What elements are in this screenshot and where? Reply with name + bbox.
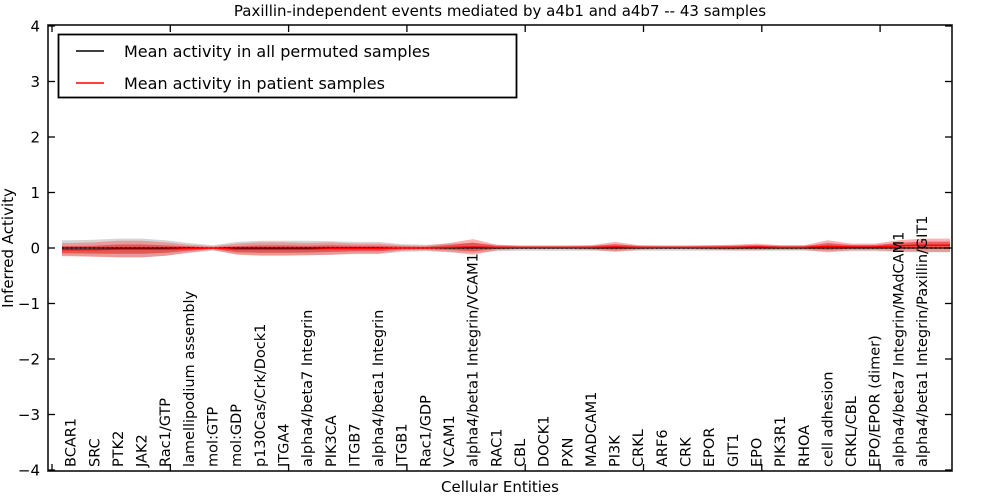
y-tick-label: 4	[30, 18, 40, 36]
y-tick-label: −4	[18, 462, 40, 480]
legend-patient-label: Mean activity in patient samples	[124, 74, 385, 93]
x-category-label: ARF6	[655, 429, 671, 467]
x-category-label: CRK	[679, 437, 695, 467]
x-category-label: PTK2	[111, 431, 127, 467]
x-category-label: cell adhesion	[820, 372, 836, 467]
x-category-label: RHOA	[797, 425, 813, 467]
x-category-label: Rac1/GTP	[158, 398, 174, 467]
x-category-label: EPOR	[702, 428, 718, 467]
x-category-label: EPO	[749, 438, 765, 467]
y-tick-label: −3	[18, 406, 40, 424]
x-category-label: PI3K	[608, 435, 624, 467]
y-tick-label: 0	[30, 240, 40, 258]
x-category-label: SRC	[87, 438, 103, 467]
legend-permuted-label: Mean activity in all permuted samples	[124, 42, 430, 61]
x-category-label: ITGA4	[276, 423, 292, 467]
y-tick-label: 1	[30, 184, 40, 202]
x-category-label: alpha4/beta7 Integrin	[300, 310, 316, 467]
x-category-label: p130Cas/Crk/Dock1	[253, 324, 269, 467]
x-category-label: EPO/EPOR (dimer)	[868, 335, 884, 467]
x-category-label: BCAR1	[64, 418, 80, 467]
x-category-label: ITGB1	[395, 423, 411, 467]
x-category-label: PXN	[560, 437, 576, 467]
x-category-label: JAK2	[135, 434, 151, 468]
legend: Mean activity in all permuted samples Me…	[57, 33, 518, 99]
x-category-label: MADCAM1	[584, 392, 600, 467]
x-category-label: Rac1/GDP	[418, 395, 434, 467]
x-category-label: RAC1	[489, 428, 505, 467]
y-tick-label: −2	[18, 351, 40, 369]
x-category-label: CRKL/CBL	[844, 396, 860, 467]
legend-box	[57, 33, 518, 99]
axis-layer: 4 3 2 1 0 −1 −2 −3 −4 BCAR1 SRC PTK2 JAK2 Rac1/GTP lam…	[18, 18, 952, 480]
data-band-layer	[62, 238, 950, 258]
plot-frame	[47, 24, 953, 472]
x-category-label: VCAM1	[442, 415, 458, 467]
x-axis-label: Cellular Entities	[441, 478, 559, 496]
y-tick-label: 2	[30, 129, 40, 147]
patient-mean-line	[62, 244, 950, 251]
x-category-label: alpha4/beta7 Integrin/MAdCAM1	[891, 232, 907, 467]
x-category-label: lamellipodium assembly	[182, 290, 198, 467]
x-category-label: DOCK1	[537, 416, 553, 467]
x-category-label: PIK3CA	[324, 415, 340, 467]
x-category-label: mol:GDP	[229, 404, 245, 467]
x-category-label: CRKL	[631, 429, 647, 467]
y-tick-label: −1	[18, 295, 40, 313]
x-category-label: alpha4/beta1 Integrin	[371, 310, 387, 467]
x-category-label: GIT1	[726, 433, 742, 467]
x-category-label: PIK3R1	[773, 416, 789, 467]
x-category-label: ITGB7	[347, 423, 363, 467]
x-category-label: mol:GTP	[206, 407, 222, 467]
y-axis-label: Inferred Activity	[0, 188, 17, 308]
x-category-label: alpha4/beta1 Integrin/Paxillin/GIT1	[915, 215, 931, 467]
chart-title: Paxillin-independent events mediated by …	[234, 2, 766, 20]
x-category-label: alpha4/beta1 Integrin/VCAM1	[466, 253, 482, 467]
y-tick-label: 3	[30, 73, 40, 91]
x-category-label: CBL	[513, 439, 529, 467]
